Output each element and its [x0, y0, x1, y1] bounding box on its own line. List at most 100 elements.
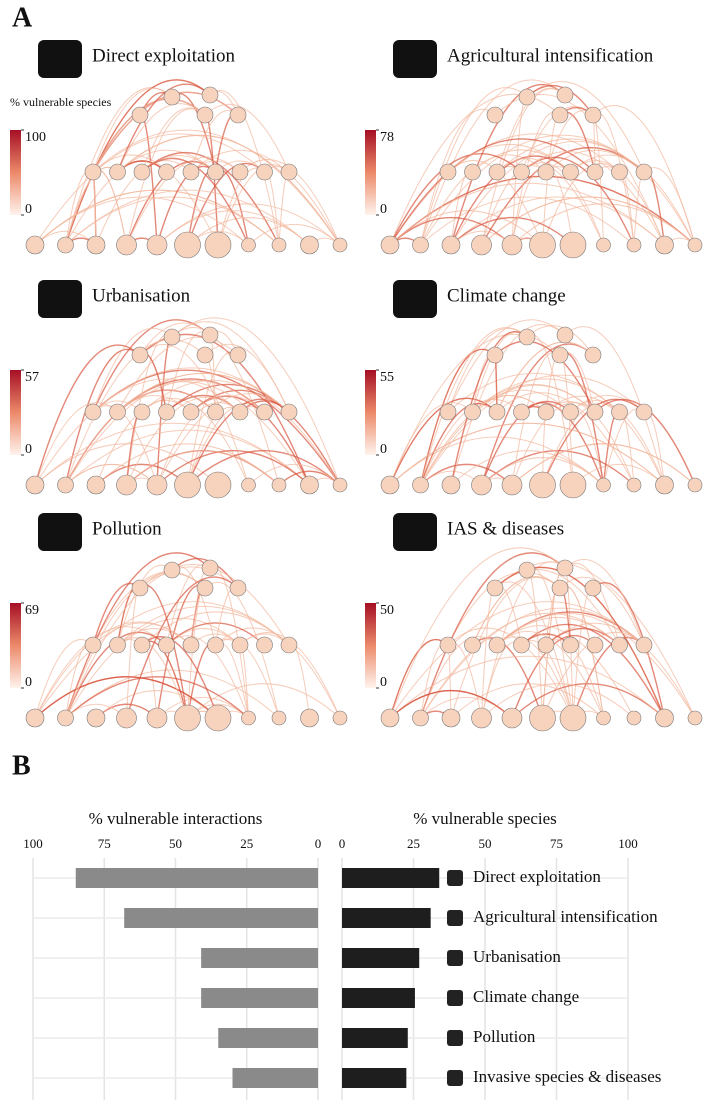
colorbar	[365, 603, 376, 688]
network-edge	[420, 79, 566, 246]
network-node	[488, 636, 506, 654]
network-node	[163, 561, 181, 579]
network-edge	[141, 379, 341, 486]
network-node	[551, 106, 569, 124]
bar	[232, 1068, 318, 1088]
network-node	[518, 328, 536, 346]
network-edge	[481, 196, 696, 246]
network-node	[655, 708, 674, 728]
x-tick-label: 100	[618, 836, 638, 851]
network-edge	[171, 317, 341, 486]
network-edge	[389, 93, 561, 246]
category-icon	[447, 950, 463, 966]
network-edge	[92, 87, 173, 173]
network-node	[182, 636, 200, 654]
network-edge	[65, 379, 265, 486]
network-node	[635, 403, 653, 421]
network-node	[518, 561, 536, 579]
network-edge	[64, 348, 141, 486]
network-node	[158, 403, 175, 421]
network-node	[513, 163, 530, 181]
network-edge	[117, 606, 290, 646]
colorbar-label: 78	[380, 130, 394, 145]
network-title: Pollution	[92, 518, 162, 539]
network-node	[332, 237, 348, 253]
network-edge	[34, 621, 192, 719]
network-node	[439, 636, 457, 654]
network-edge	[472, 576, 561, 646]
category-label: Pollution	[473, 1027, 536, 1046]
network-node	[182, 403, 200, 421]
network-node	[584, 346, 602, 364]
network-edge	[521, 156, 635, 246]
network-edge	[65, 464, 158, 486]
network-edge	[494, 581, 574, 719]
network-node	[109, 403, 126, 421]
network-node	[380, 475, 400, 495]
network-node	[116, 474, 137, 496]
network-node	[488, 163, 506, 181]
network-node	[201, 559, 219, 577]
network-node	[57, 476, 74, 494]
network-node	[471, 234, 492, 256]
x-tick-label: 25	[240, 836, 253, 851]
network-node	[556, 86, 574, 104]
network-edge	[126, 396, 241, 486]
network-node	[412, 476, 429, 494]
category-icon	[447, 1030, 463, 1046]
network-node	[586, 163, 604, 181]
network-edge	[526, 84, 594, 116]
colorbar-label: 50	[380, 603, 394, 618]
network-node	[241, 710, 256, 726]
bar	[201, 988, 318, 1008]
network-node	[562, 163, 579, 181]
colorbar-label: 0	[25, 675, 32, 690]
network-edge	[65, 676, 249, 719]
network-node	[133, 403, 151, 421]
network-edge	[117, 134, 341, 246]
network-node	[380, 235, 400, 255]
network-title: Agricultural intensification	[447, 45, 654, 66]
network-edge	[187, 403, 265, 486]
network-node	[256, 163, 273, 181]
bar	[342, 868, 440, 888]
network-edge	[450, 450, 604, 486]
network-node	[655, 235, 674, 255]
network-node	[133, 636, 151, 654]
bar	[342, 908, 431, 928]
x-tick-label: 0	[339, 836, 346, 851]
network-node	[229, 106, 247, 124]
network-node	[241, 477, 256, 493]
colorbar	[365, 370, 376, 455]
network-edge	[126, 108, 206, 246]
network-node	[562, 403, 579, 421]
colorbar	[10, 130, 21, 215]
network-node	[146, 234, 168, 256]
network-node	[86, 475, 106, 495]
network-edge	[95, 463, 188, 486]
network-edge	[34, 676, 219, 719]
network-edge	[389, 601, 645, 719]
network-node	[611, 403, 628, 421]
network-edge	[592, 582, 666, 719]
network-edge	[190, 149, 341, 246]
network-node	[596, 237, 611, 253]
network-edge	[481, 641, 522, 719]
network-node	[551, 579, 569, 597]
network-node	[280, 636, 298, 654]
network-node	[133, 163, 151, 181]
network-edge	[389, 690, 513, 719]
network-node	[204, 471, 232, 499]
network-edge	[156, 210, 310, 246]
network-edge	[481, 683, 635, 719]
network-node	[204, 704, 232, 732]
network-node	[586, 403, 604, 421]
network-node	[229, 579, 247, 597]
network-node	[518, 88, 536, 106]
network-node	[626, 237, 642, 253]
network-edge	[92, 129, 341, 246]
network-edge	[125, 576, 239, 719]
network-edge	[204, 581, 280, 719]
network-node	[596, 710, 611, 726]
network-node	[116, 234, 137, 256]
